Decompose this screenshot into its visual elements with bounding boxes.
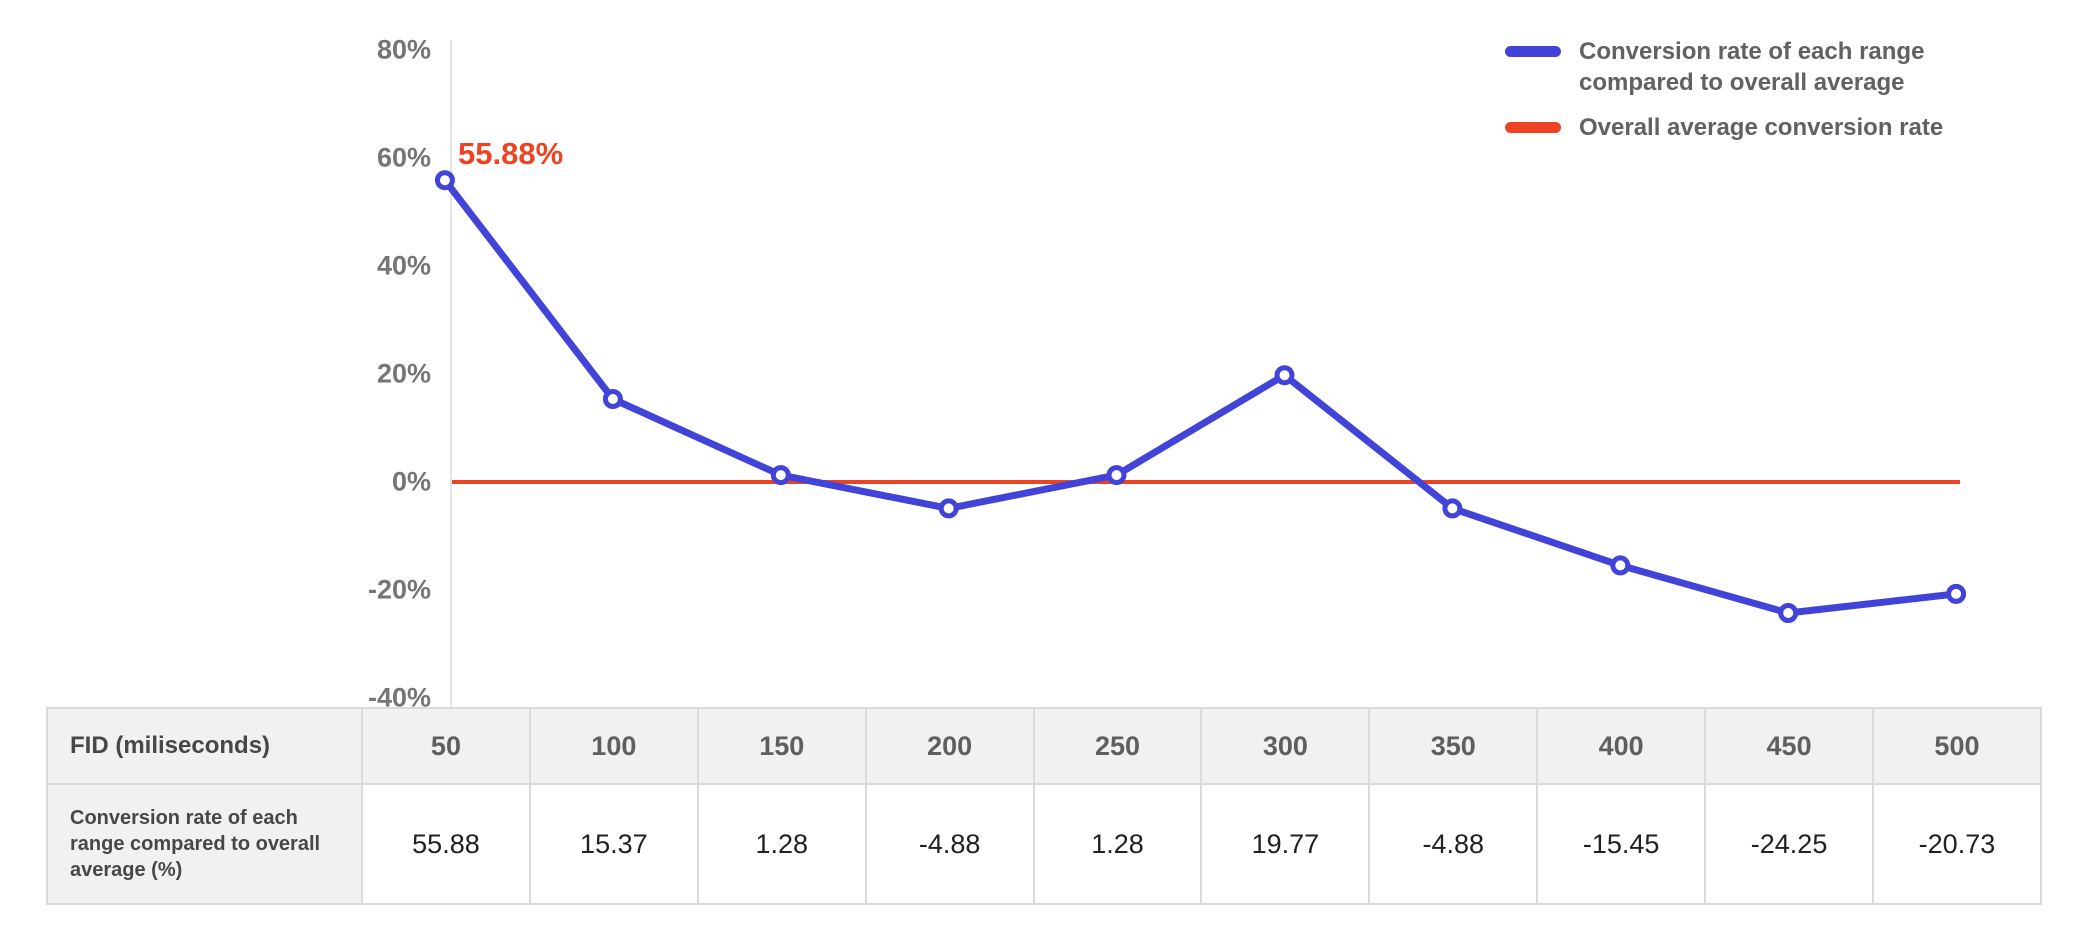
legend-item-average: Overall average conversion rate [1505, 112, 1943, 143]
red-line-swatch-icon [1505, 122, 1561, 133]
data-point-marker [1946, 583, 1967, 604]
data-point-marker [602, 389, 623, 409]
data-point-marker [1442, 498, 1463, 519]
table-header-cell: 500 [1872, 707, 2042, 785]
table-header-cell: 200 [864, 707, 1035, 785]
conversion-line [441, 176, 1960, 617]
table-header-cell: 450 [1704, 707, 1875, 785]
data-point-marker [434, 170, 455, 191]
table-value-cell: 15.37 [528, 783, 699, 905]
table-header-cell: 150 [696, 707, 867, 785]
table-header-cell: 300 [1200, 707, 1371, 785]
table-value-cell: -20.73 [1872, 783, 2042, 905]
chart-svg [434, 170, 1967, 623]
y-tick-label: 0% [391, 466, 431, 497]
data-point-marker [1274, 365, 1295, 386]
table-header-cell: 250 [1032, 707, 1203, 785]
table-row-label: Conversion rate of each range compared t… [46, 783, 363, 905]
data-table: FID (miliseconds) 50 100 150 200 250 300… [46, 707, 2042, 905]
table-header-cell: 50 [361, 707, 531, 785]
y-tick-label: 20% [376, 358, 431, 389]
data-point-marker [938, 498, 959, 519]
y-tick-label: 60% [376, 142, 431, 173]
table-section: FID (miliseconds) 50 100 150 200 250 300… [46, 707, 2042, 905]
legend-label-conversion: Conversion rate of each range compared t… [1579, 36, 1924, 98]
data-point-marker [1778, 603, 1799, 623]
table-header-row: FID (miliseconds) 50 100 150 200 250 300… [46, 707, 2042, 785]
data-point-marker [1610, 555, 1631, 576]
data-point-marker [1106, 465, 1127, 486]
table-value-cell: -15.45 [1536, 783, 1707, 905]
first-point-annotation: 55.88% [458, 136, 564, 171]
table-value-row: Conversion rate of each range compared t… [46, 783, 2042, 905]
legend-label-line1: Conversion rate of each range [1579, 38, 1925, 65]
table-value-cell: 19.77 [1200, 783, 1371, 905]
table-value-cell: 55.88 [361, 783, 531, 905]
blue-line-swatch-icon [1505, 46, 1561, 57]
legend-label-average: Overall average conversion rate [1579, 114, 1944, 141]
table-value-cell: 1.28 [1032, 783, 1203, 905]
table-value-cell: -4.88 [1368, 783, 1539, 905]
table-header-cell: 400 [1536, 707, 1707, 785]
table-value-cell: -4.88 [864, 783, 1035, 905]
y-axis-line [450, 40, 452, 707]
table-header-cell: 350 [1368, 707, 1539, 785]
legend-label-line2: compared to overall average [1579, 69, 1905, 96]
table-value-cell: 1.28 [696, 783, 867, 905]
table-value-cell: -24.25 [1704, 783, 1875, 905]
table-corner-cell: FID (miliseconds) [46, 707, 363, 785]
y-tick-label: 40% [376, 250, 431, 281]
data-point-markers [434, 170, 1967, 623]
table-header-cell: 100 [528, 707, 699, 785]
legend-item-conversion: Conversion rate of each range compared t… [1505, 36, 1943, 98]
y-tick-label: -20% [367, 574, 431, 605]
data-point-marker [770, 465, 791, 486]
y-tick-label: 80% [376, 34, 431, 65]
chart-legend: Conversion rate of each range compared t… [1505, 36, 1943, 143]
